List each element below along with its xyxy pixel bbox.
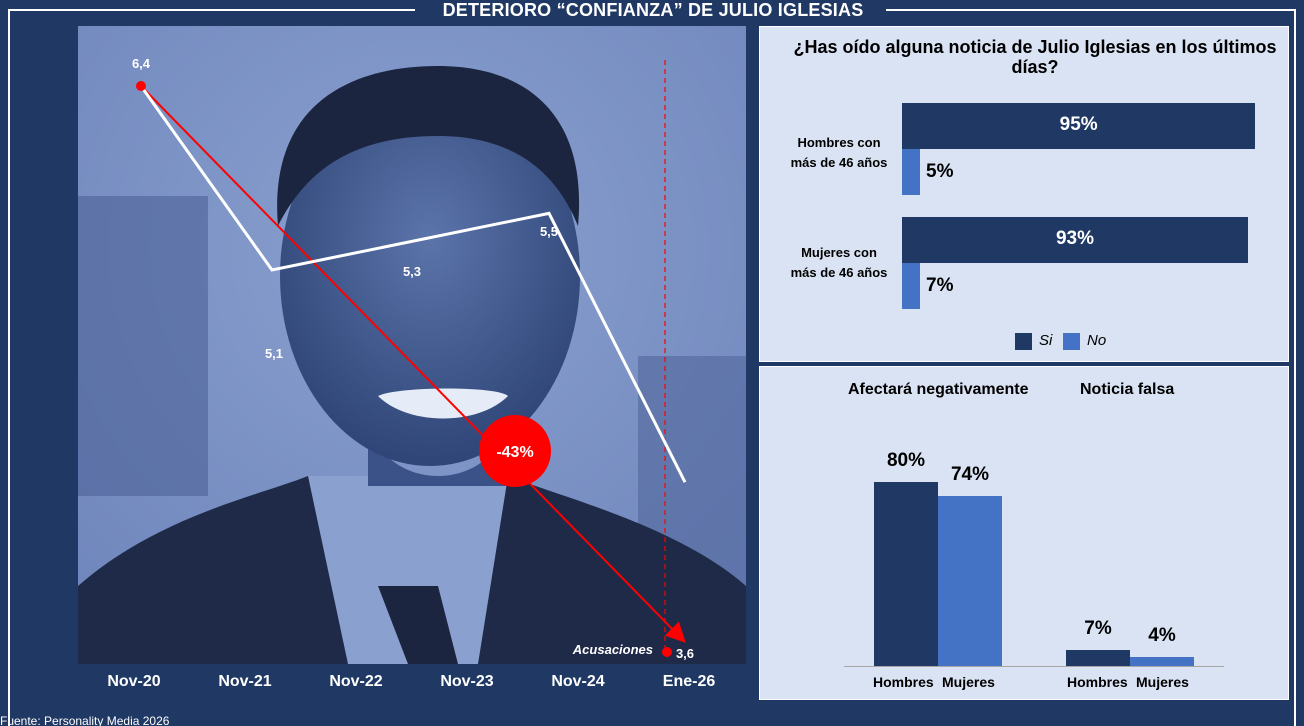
vbar-mujeres — [1130, 656, 1194, 666]
hbar-si — [902, 103, 1256, 149]
frame-top-left — [8, 9, 415, 11]
point-label: 3,6 — [676, 646, 694, 661]
frame-right — [1294, 9, 1296, 726]
impact-panel: Afectará negativamente Noticia falsa 80%… — [759, 366, 1289, 700]
frame-left — [8, 9, 10, 726]
vbar-value-label: 7% — [1084, 617, 1112, 639]
line-chart-panel: 6,4 5,1 5,3 5,5 3,6 Acusaciones -43% — [78, 26, 746, 664]
trend-arrow — [140, 85, 686, 643]
page-title: DETERIORO “CONFIANZA” DE JULIO IGLESIAS — [420, 0, 886, 20]
hbar-value-label: 5% — [926, 161, 954, 182]
x-tick-label: Nov-20 — [107, 673, 161, 690]
hbar-no — [902, 149, 920, 195]
point-label: 6,4 — [132, 56, 151, 71]
source-note: Fuente: Personality Media 2026 — [0, 714, 170, 726]
vbar-hombres — [1066, 649, 1130, 666]
group-title-fake: Noticia falsa — [1080, 381, 1175, 398]
group-title-negative: Afectará negativamente — [848, 381, 1029, 398]
vbar-cat-mujeres-2: Mujeres — [1136, 674, 1189, 690]
photo-backdrop — [78, 196, 208, 496]
hbar-value-label: 95% — [1059, 114, 1098, 135]
vbar-mujeres — [938, 495, 1002, 666]
point-label: 5,1 — [265, 346, 283, 361]
vbar-cat-hombres-2: Hombres — [1067, 674, 1128, 690]
start-point-marker — [136, 81, 146, 91]
hbar-cat-label-men: Hombres con más de 46 años — [790, 135, 888, 170]
change-badge — [479, 415, 551, 487]
x-tick-label: Nov-23 — [440, 673, 494, 690]
hbar-value-label: 7% — [926, 275, 954, 296]
hbar-si — [902, 217, 1248, 263]
change-label: -43% — [496, 444, 533, 461]
frame-top-right — [886, 9, 1296, 11]
point-label: 5,3 — [403, 264, 421, 279]
awareness-panel: ¿Has oído alguna noticia de Julio Iglesi… — [759, 26, 1289, 362]
legend-si-swatch — [1015, 333, 1032, 350]
vbar-value-label: 74% — [950, 463, 990, 485]
x-tick-label: Nov-22 — [329, 673, 383, 690]
vbar-value-label: 4% — [1148, 624, 1176, 646]
awareness-question: ¿Has oído alguna noticia de Julio Iglesi… — [793, 37, 1277, 77]
vbar-cat-hombres-1: Hombres — [873, 674, 934, 690]
confidence-line — [139, 85, 687, 483]
x-tick-label: Nov-24 — [551, 673, 605, 690]
vbar-value-label: 80% — [886, 450, 926, 471]
line-chart-svg: 6,4 5,1 5,3 5,5 3,6 Acusaciones -43% — [78, 26, 746, 664]
vbar-axis-line — [844, 666, 1224, 667]
event-label: Acusaciones — [572, 642, 653, 657]
x-tick-label: Ene-26 — [662, 673, 716, 690]
photo-portrait — [78, 66, 746, 664]
point-label: 5,5 — [540, 224, 558, 239]
legend-no-label: No — [1087, 332, 1107, 349]
hbar-cat-label-women: Mujeres con más de 46 años — [790, 245, 888, 280]
legend-no-swatch — [1063, 333, 1080, 350]
legend-si-label: Si — [1039, 332, 1053, 349]
event-point-marker — [662, 647, 672, 657]
x-tick-label: Nov-21 — [218, 673, 272, 690]
hbar-value-label: 93% — [1055, 228, 1094, 249]
vbar-cat-mujeres-1: Mujeres — [942, 674, 995, 690]
vbar-hombres — [874, 482, 938, 666]
hbar-no — [902, 263, 920, 309]
